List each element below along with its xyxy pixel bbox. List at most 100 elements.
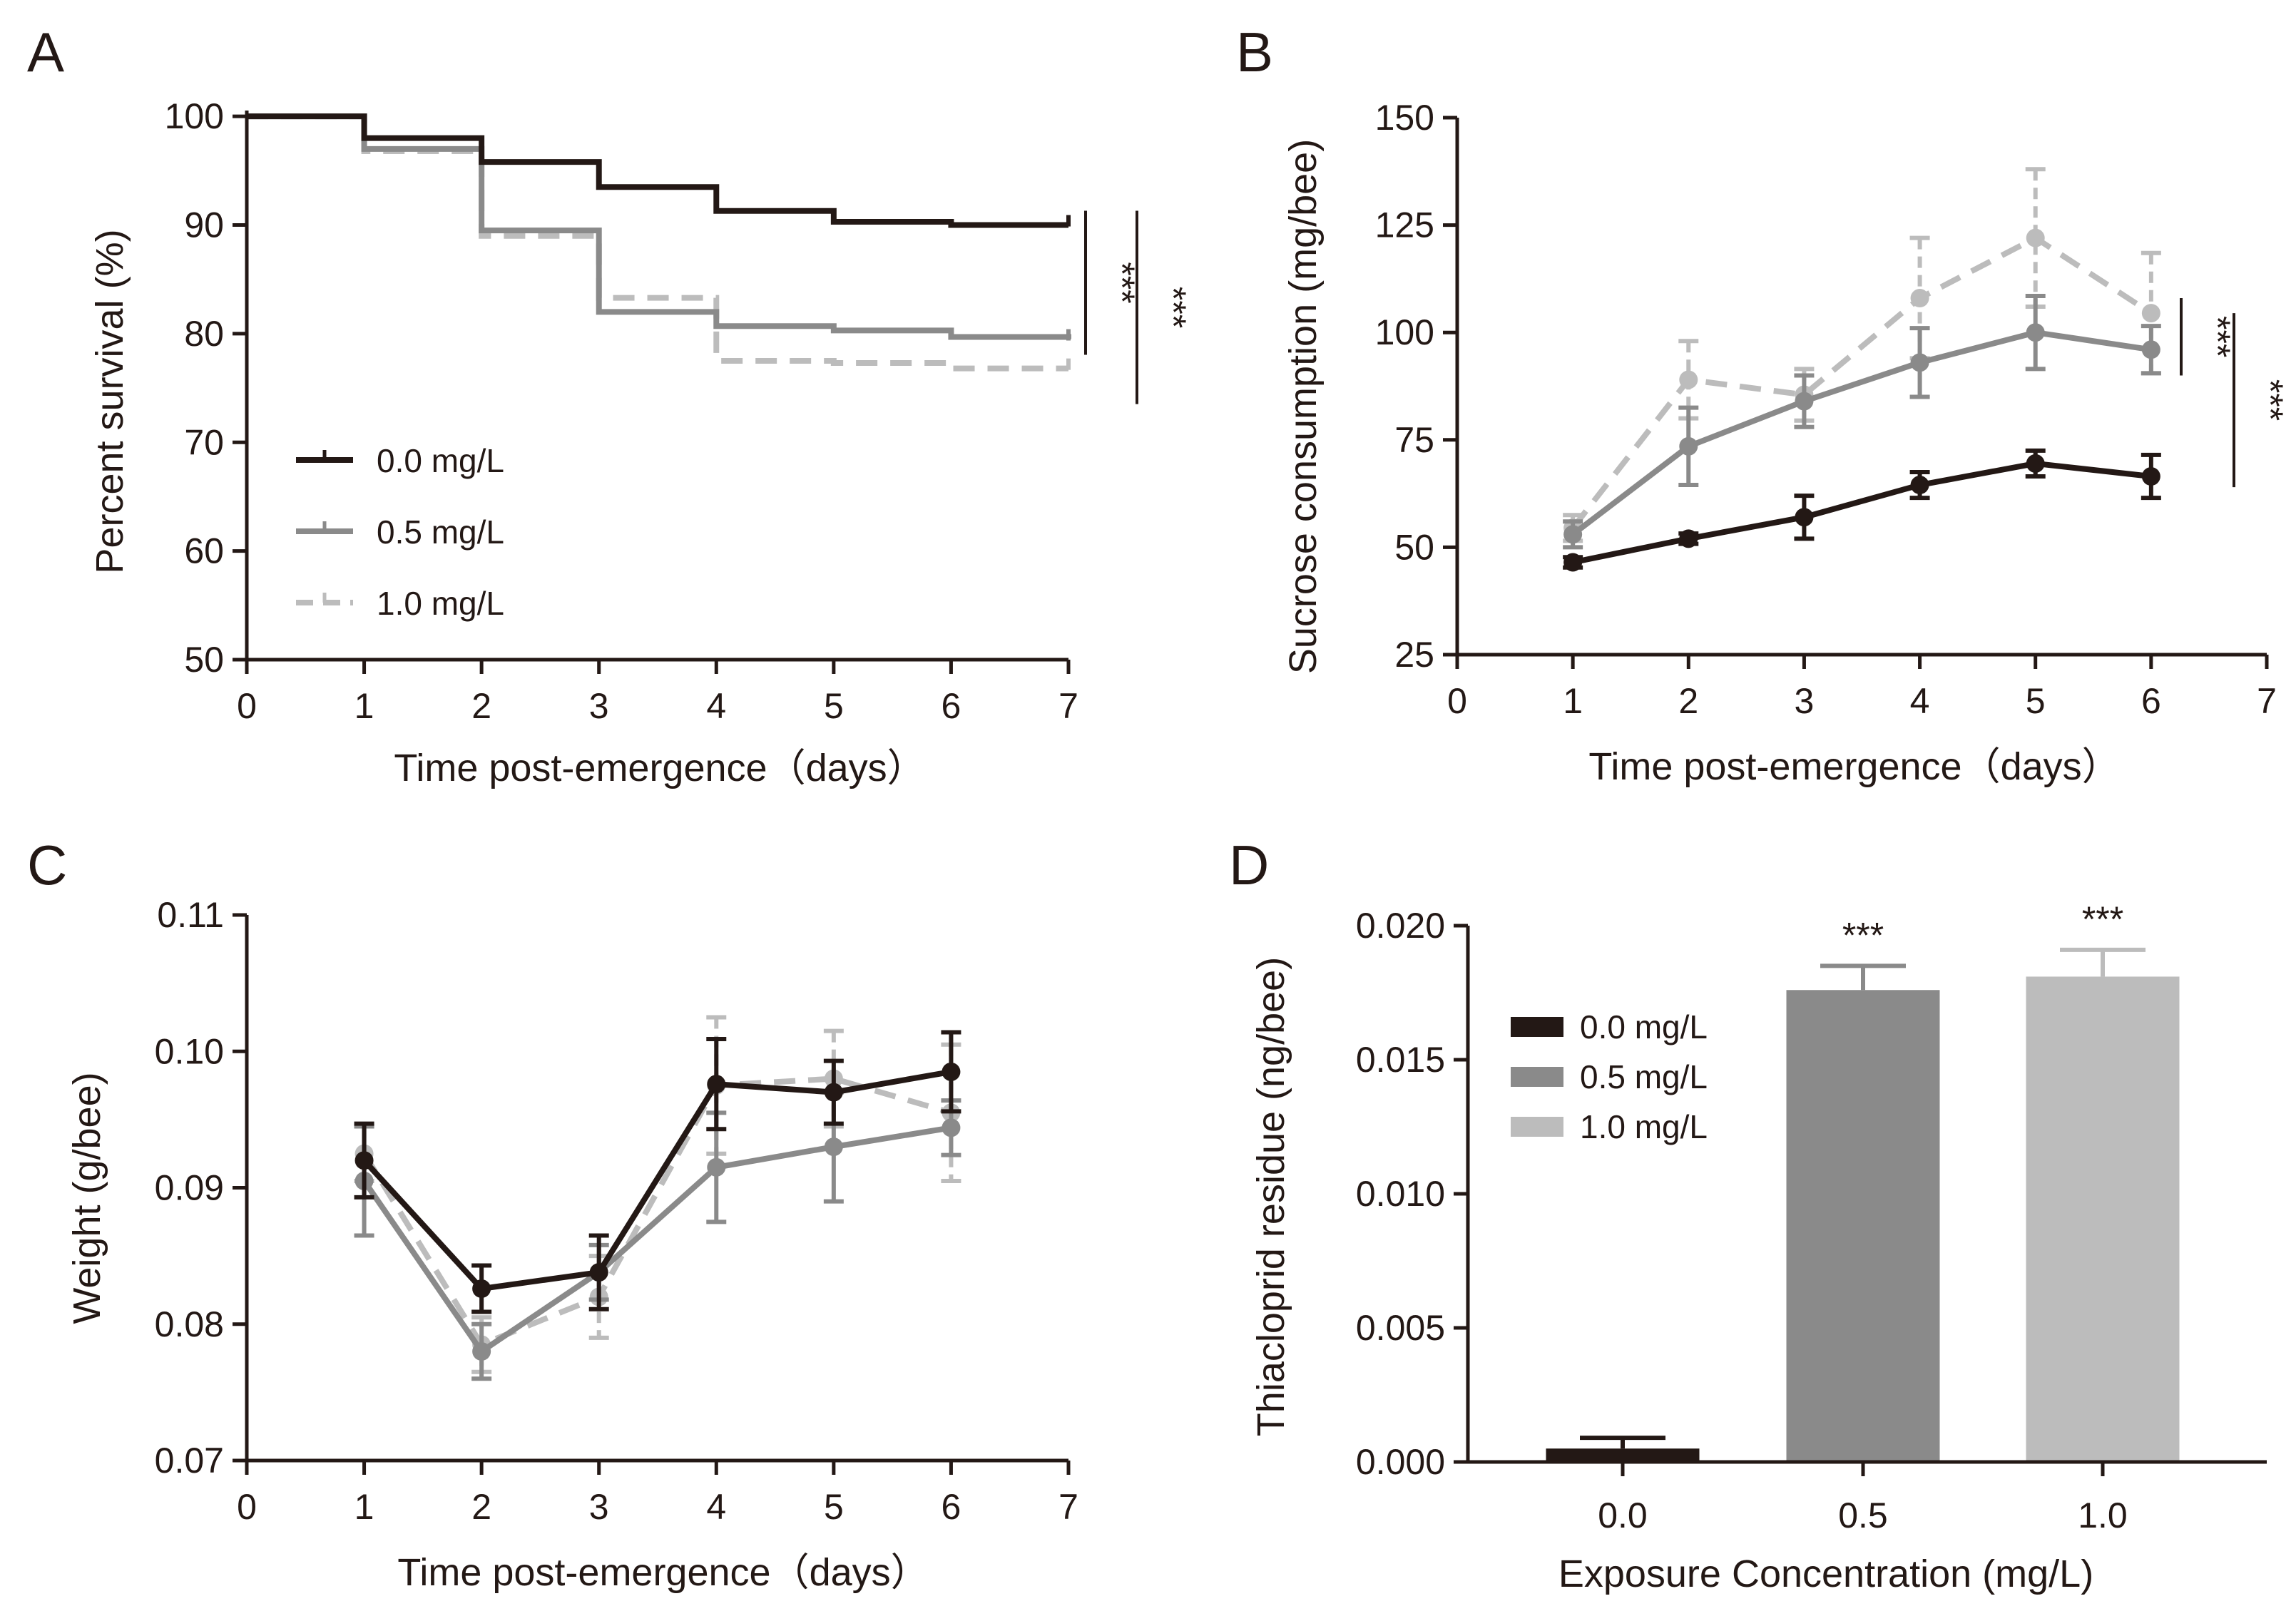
bar-1-0 xyxy=(2026,976,2180,1462)
y-tick-label: 0.020 xyxy=(1356,906,1445,946)
x-tick-label: 5 xyxy=(2026,681,2046,721)
bars-group xyxy=(1546,947,2180,1462)
axes: 0.07 0.08 0.09 0.10 0.11 0 1 2 3 4 5 6 7 xyxy=(155,895,1078,1527)
legend-label: 1.0 mg/L xyxy=(377,585,504,622)
legend: 0.0 mg/L 0.5 mg/L 1.0 mg/L xyxy=(1511,1008,1708,1145)
x-tick-label: 3 xyxy=(589,686,609,726)
series-line-05 xyxy=(362,1125,952,1354)
significance-label: *** xyxy=(1842,915,1884,955)
data-point xyxy=(2141,467,2160,486)
significance-label: *** xyxy=(1102,262,1142,303)
data-point xyxy=(1910,289,1929,308)
data-point xyxy=(589,1263,608,1282)
x-tick-label: 6 xyxy=(2141,681,2161,721)
bar-0-5 xyxy=(1786,990,1940,1462)
panel-letter: D xyxy=(1229,834,1269,896)
y-tick-label: 25 xyxy=(1394,635,1434,675)
y-tick-label: 125 xyxy=(1375,205,1434,245)
series-line-10 xyxy=(362,1075,952,1348)
data-point xyxy=(2141,304,2160,323)
x-tick-label: 1.0 xyxy=(2078,1495,2128,1535)
x-tick-label: 0.5 xyxy=(1838,1495,1888,1535)
significance-label: *** xyxy=(2082,899,2123,939)
panel-letter: A xyxy=(27,21,64,83)
significance-brackets: *** *** xyxy=(2180,298,2290,488)
series-line-10 xyxy=(1570,235,2153,530)
axes: 25 50 75 100 125 150 0 1 2 3 4 5 6 7 xyxy=(1375,98,2277,721)
y-tick-label: 0.09 xyxy=(155,1168,224,1208)
survival-curve-05 xyxy=(247,113,1071,340)
data-point xyxy=(2026,228,2045,247)
y-tick-label: 50 xyxy=(184,640,224,680)
data-point xyxy=(1563,553,1583,572)
data-point xyxy=(707,1075,726,1094)
x-tick-label: 4 xyxy=(706,686,726,726)
legend-label: 1.0 mg/L xyxy=(1580,1108,1708,1145)
y-tick-label: 80 xyxy=(184,314,224,354)
survival-curve-00 xyxy=(247,113,1068,228)
y-tick-label: 150 xyxy=(1375,98,1434,138)
x-tick-label: 6 xyxy=(942,1487,961,1527)
data-point xyxy=(2026,454,2045,473)
x-tick-label: 3 xyxy=(589,1487,609,1527)
data-point xyxy=(1679,370,1698,389)
data-point xyxy=(1679,436,1698,456)
x-tick-label: 1 xyxy=(354,686,374,726)
data-point xyxy=(942,1062,961,1081)
x-tick-label: 5 xyxy=(824,686,844,726)
data-point xyxy=(942,1118,961,1137)
data-point xyxy=(472,1342,491,1361)
legend-label: 0.0 mg/L xyxy=(377,442,504,479)
significance-brackets: *** *** xyxy=(1084,210,1193,404)
y-axis-title: Weight (g/bee) xyxy=(66,1072,108,1324)
series-group xyxy=(247,113,1071,372)
x-tick-label: 2 xyxy=(1678,681,1698,721)
x-axis-title: Time post-emergence（days） xyxy=(1588,745,2120,788)
y-tick-label: 50 xyxy=(1394,527,1434,567)
panel-d: D 0.000 0.005 0.010 0.015 0.020 0.0 0.5 1.0 Thi… xyxy=(1229,834,2267,1595)
data-point xyxy=(2026,323,2045,342)
panel-b: B 25 50 75 100 125 150 0 1 2 3 4 5 6 7 Sucrose consum… xyxy=(1236,21,2290,788)
y-tick-label: 75 xyxy=(1394,420,1434,460)
legend: 0.0 mg/L 0.5 mg/L 1.0 mg/L xyxy=(296,442,504,622)
series-line-00 xyxy=(362,1068,952,1292)
data-point xyxy=(354,1151,374,1170)
data-point xyxy=(1795,508,1814,527)
axes: 0.000 0.005 0.010 0.015 0.020 0.0 0.5 1.0 xyxy=(1356,906,2267,1535)
x-tick-label: 0 xyxy=(1447,681,1467,721)
y-tick-label: 0.015 xyxy=(1356,1040,1445,1080)
x-tick-label: 0 xyxy=(237,1487,257,1527)
y-tick-label: 90 xyxy=(184,205,224,245)
y-axis-title: Sucrose consumption (mg/bee) xyxy=(1282,139,1325,674)
significance-label: *** xyxy=(2250,379,2290,421)
x-tick-label: 0.0 xyxy=(1598,1495,1648,1535)
x-tick-label: 4 xyxy=(706,1487,726,1527)
y-tick-label: 0.08 xyxy=(155,1304,224,1344)
series-line-05 xyxy=(1571,329,2152,537)
series-line-00 xyxy=(1572,460,2152,566)
data-point xyxy=(1910,353,1929,372)
data-point xyxy=(472,1279,491,1299)
data-point xyxy=(824,1137,843,1157)
x-tick-label: 6 xyxy=(942,686,961,726)
y-tick-label: 0.11 xyxy=(157,895,224,935)
data-point xyxy=(1679,529,1698,548)
x-tick-label: 3 xyxy=(1795,681,1815,721)
data-point xyxy=(1910,476,1929,495)
y-tick-label: 0.07 xyxy=(155,1441,224,1481)
y-tick-label: 0.010 xyxy=(1356,1174,1445,1214)
x-tick-label: 7 xyxy=(1058,686,1078,726)
y-axis-title: Percent survival (%) xyxy=(88,229,131,573)
x-tick-label: 1 xyxy=(1563,681,1583,721)
y-tick-label: 0.005 xyxy=(1356,1308,1445,1348)
y-axis-title: Thiacloprid residue (ng/bee) xyxy=(1250,957,1292,1436)
x-axis-title: Time post-emergence（days） xyxy=(397,1551,929,1594)
legend-swatch xyxy=(1511,1067,1563,1087)
significance-label: *** xyxy=(2198,316,2238,357)
legend-label: 0.5 mg/L xyxy=(377,513,504,551)
legend-swatch xyxy=(1511,1117,1563,1137)
data-point xyxy=(1795,392,1814,411)
x-tick-label: 2 xyxy=(471,1487,491,1527)
bar-0-0 xyxy=(1546,1448,1700,1462)
